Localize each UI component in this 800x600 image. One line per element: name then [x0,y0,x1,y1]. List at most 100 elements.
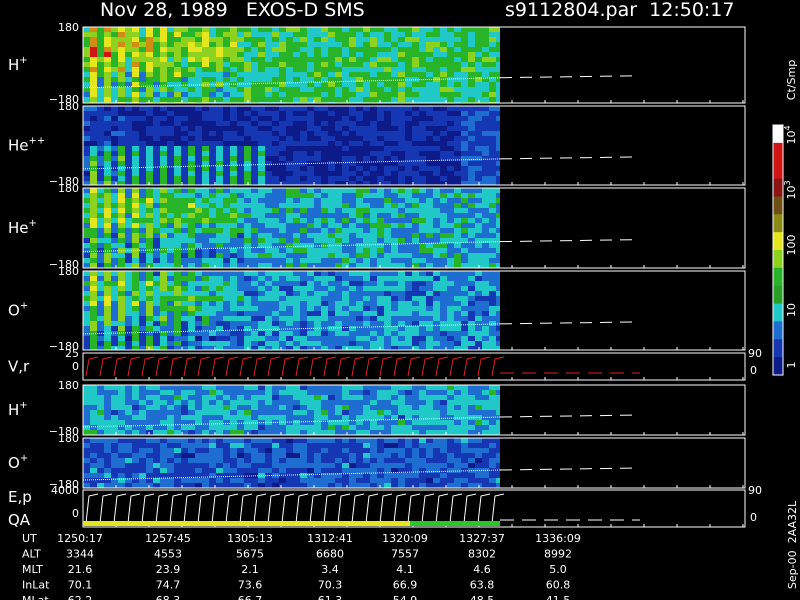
spectrogram-cell [286,390,293,395]
spectrogram-cell [181,296,188,301]
spectrogram-cell [181,286,188,291]
spectrogram-cell [111,208,118,213]
spectrogram-cell [335,136,342,141]
spectrogram-cell [160,430,167,435]
spectrogram-cell [321,253,328,258]
spectrogram-cell [370,171,377,176]
spectrogram-cell [153,62,160,67]
spectrogram-cell [286,141,293,146]
spectrogram-cell [223,188,230,193]
spectrogram-cell [97,478,104,483]
spectrogram-cell [195,188,202,193]
spectrogram-cell [419,430,426,435]
spectrogram-cell [454,395,461,400]
spectrogram-cell [412,161,419,166]
spectrogram-cell [258,326,265,331]
spectrogram-cell [258,336,265,341]
spectrogram-cell [251,151,258,156]
spectrogram-cell [132,346,139,350]
spectrogram-cell [489,271,496,276]
spectrogram-cell [146,97,153,102]
spectrogram-cell [433,258,440,263]
spectrogram-cell [349,410,356,415]
spectrogram-cell [293,415,300,420]
spectrogram-cell [398,395,405,400]
spectrogram-cell [139,425,146,430]
spectrogram-cell [90,97,97,102]
spectrogram-cell [90,228,97,233]
axis-bottom: −180 [49,340,79,353]
spectrogram-cell [209,97,216,102]
spectrogram-cell [447,67,454,72]
spectrogram-cell [342,156,349,161]
spectrogram-cell [251,321,258,326]
spectrogram-cell [230,296,237,301]
spectrogram-cell [300,151,307,156]
spectrogram-cell [307,47,314,52]
spectrogram-cell [125,331,132,336]
spectrogram-cell [370,430,377,435]
spectrogram-cell [90,87,97,92]
spectrogram-cell [195,271,202,276]
spectrogram-cell [447,27,454,32]
spectrogram-cell [132,473,139,478]
spectrogram-cell [279,218,286,223]
spectrogram-cell [321,82,328,87]
spectrogram-cell [104,141,111,146]
spectrogram-cell [433,311,440,316]
spectrogram-cell [90,77,97,82]
spectrogram-cell [223,463,230,468]
spectrogram-cell [293,390,300,395]
spectrogram-cell [111,301,118,306]
spectrogram-cell [146,136,153,141]
spectrogram-cell [111,72,118,77]
spectrogram-cell [104,438,111,443]
spectrogram-cell [384,151,391,156]
spectrogram-cell [272,37,279,42]
spectrogram-cell [433,67,440,72]
spectrogram-cell [307,188,314,193]
spectrogram-cell [153,405,160,410]
spectrogram-cell [489,97,496,102]
spectrogram-cell [489,281,496,286]
spectrogram-cell [258,72,265,77]
spectrogram-cell [468,243,475,248]
spectrogram-cell [118,136,125,141]
spectrogram-cell [363,263,370,268]
spectrogram-cell [433,52,440,57]
spectrogram-cell [349,161,356,166]
spectrogram-cell [83,27,90,32]
spectrogram-cell [83,458,90,463]
spectrogram-cell [174,171,181,176]
spectrogram-cell [181,346,188,350]
spectrogram-cell [90,233,97,238]
spectrogram-cell [426,126,433,131]
spectrogram-cell [153,193,160,198]
spectrogram-cell [167,198,174,203]
spectrogram-cell [167,410,174,415]
spectrogram-cell [468,420,475,425]
spectrogram-cell [363,405,370,410]
spectrogram-cell [258,281,265,286]
spectrogram-cell [377,116,384,121]
spectrogram-cell [300,276,307,281]
spectrogram-cell [384,306,391,311]
spectrogram-cell [293,156,300,161]
spectrogram-cell [335,453,342,458]
spectrogram-cell [139,430,146,435]
spectrogram-cell [370,27,377,32]
spectrogram-cell [405,331,412,336]
spectrogram-cell [314,271,321,276]
spectrogram-cell [188,291,195,296]
spectrogram-cell [272,291,279,296]
spectrogram-cell [139,136,146,141]
spectrogram-cell [286,166,293,171]
spectrogram-cell [230,346,237,350]
spectrogram-cell [293,62,300,67]
spectrogram-cell [461,405,468,410]
axis-bottom: −180 [49,93,79,106]
spectrogram-cell [174,181,181,185]
spectrogram-cell [293,336,300,341]
spectrogram-cell [195,166,202,171]
spectrogram-cell [412,243,419,248]
